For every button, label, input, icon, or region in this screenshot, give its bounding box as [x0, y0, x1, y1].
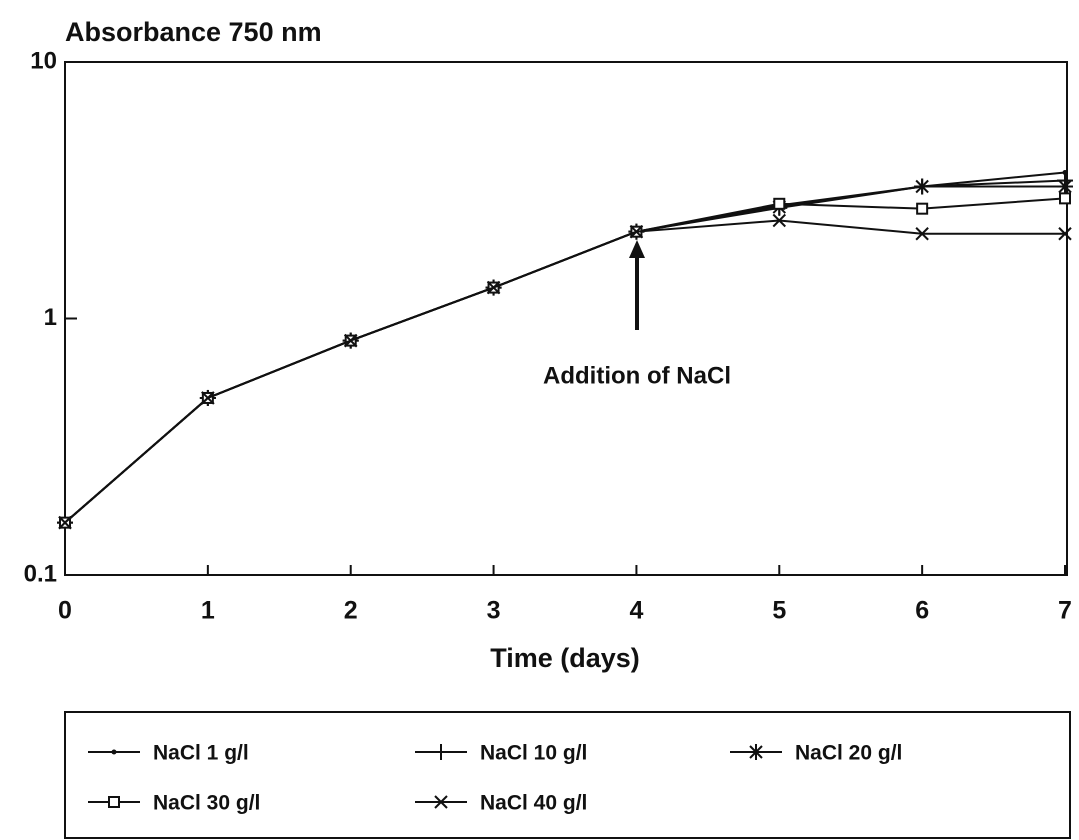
- series-line: [64, 171, 1066, 524]
- marker: [1058, 227, 1072, 241]
- marker: [916, 202, 929, 215]
- series-line: [64, 219, 1065, 524]
- x-tick-label: 6: [915, 597, 929, 625]
- marker: [629, 224, 644, 239]
- x-tick-label: 4: [629, 597, 643, 625]
- marker-stroke: [749, 745, 763, 759]
- legend-label: NaCl 20 g/l: [795, 742, 902, 765]
- marker: [108, 796, 120, 808]
- marker-stroke: [915, 179, 929, 194]
- marker: [201, 391, 215, 405]
- marker: [914, 178, 931, 195]
- legend-label: NaCl 10 g/l: [480, 742, 587, 765]
- series-line: [64, 185, 1065, 524]
- x-tick-label: 0: [58, 597, 72, 625]
- y-tick-label: 10: [30, 47, 57, 74]
- marker-dot: [1062, 169, 1068, 175]
- y-tick-label: 0.1: [24, 560, 57, 587]
- legend-label: NaCl 1 g/l: [153, 742, 249, 765]
- marker: [434, 795, 448, 809]
- x-axis-label: Time (days): [490, 643, 640, 673]
- marker: [58, 515, 72, 530]
- x-tick-label: 7: [1058, 597, 1072, 625]
- marker-stroke: [434, 795, 448, 809]
- marker: [772, 213, 786, 228]
- marker: [486, 280, 501, 295]
- marker: [433, 744, 449, 760]
- marker-stroke: [344, 333, 358, 348]
- marker: [773, 197, 786, 210]
- marker-stroke: [1058, 227, 1072, 241]
- marker: [1062, 169, 1068, 175]
- x-tick-label: 3: [487, 597, 501, 625]
- marker: [111, 749, 117, 755]
- marker: [915, 227, 929, 241]
- chart-title: Absorbance 750 nm: [65, 17, 322, 47]
- marker-dot: [111, 749, 117, 755]
- marker-stroke: [629, 224, 644, 239]
- marker-square: [773, 197, 786, 210]
- marker: [344, 333, 358, 348]
- series-line: [64, 179, 1066, 524]
- y-tick-label: 1: [44, 304, 57, 331]
- marker-stroke: [486, 280, 501, 295]
- marker-stroke: [58, 515, 72, 530]
- marker-square: [916, 202, 929, 215]
- marker-stroke: [201, 391, 215, 405]
- series-line: [64, 197, 1066, 524]
- x-tick-label: 2: [344, 597, 358, 625]
- marker-square: [1059, 192, 1071, 205]
- x-tick-label: 1: [201, 597, 215, 625]
- annotation-arrowhead: [629, 240, 645, 258]
- plot-frame: [64, 61, 1068, 576]
- marker: [1059, 192, 1071, 205]
- legend-box: [64, 711, 1071, 839]
- legend-label: NaCl 30 g/l: [153, 792, 260, 815]
- marker-stroke: [1058, 179, 1072, 194]
- marker-stroke: [772, 213, 786, 228]
- marker-square: [108, 796, 120, 808]
- annotation: Addition of NaCl: [543, 362, 731, 389]
- legend-label: NaCl 40 g/l: [480, 792, 587, 815]
- marker-stroke: [915, 227, 929, 241]
- marker: [748, 744, 764, 760]
- x-tick-label: 5: [772, 597, 786, 625]
- marker: [1057, 178, 1073, 195]
